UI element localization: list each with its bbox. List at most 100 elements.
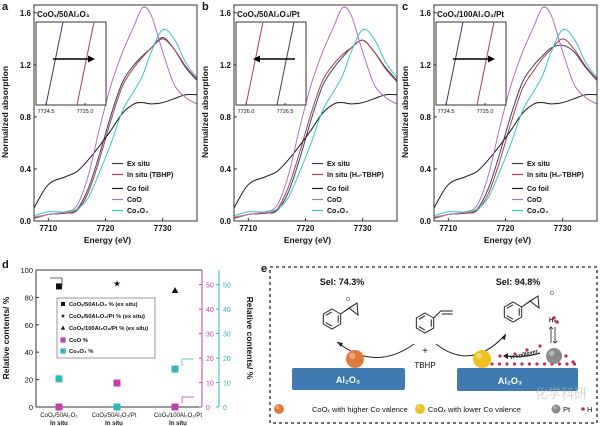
x-axis-label: Energy (eV): [284, 235, 331, 245]
legend-label: Co₃O₄: [327, 208, 348, 215]
inset-frame: [435, 21, 507, 106]
legend-label: Co foil: [327, 186, 349, 193]
hydrogen-atom: [490, 362, 494, 366]
data-point: [55, 403, 63, 411]
double-bond: [325, 322, 333, 327]
legend-label: Co foil: [127, 186, 149, 193]
xanes-chart-c: 7710 7720 7730 0.0 0.4 0.8 1.2 1.6 Energy (eV) No…: [400, 4, 598, 245]
right-tick-label-co3o4: 50: [223, 283, 231, 290]
double-bond: [418, 326, 426, 331]
category-sublabel: In situ: [105, 421, 123, 426]
y-tick-label: 1.6: [420, 9, 432, 18]
series-line: [234, 6, 397, 218]
right-tick-label-co3o4: 0: [223, 405, 227, 412]
x-tick-label: 7720: [497, 224, 515, 233]
hydrogen-atom: [520, 362, 524, 366]
arrowhead: [337, 342, 343, 347]
double-bond: [506, 315, 514, 320]
arrowhead: [253, 55, 260, 63]
h2-atom: [552, 316, 556, 320]
double-bond: [418, 315, 426, 320]
inset-title: CoOₓ/50Al₂O₃: [37, 10, 90, 19]
hydrogen-atom: [571, 360, 575, 364]
data-point: [171, 403, 179, 411]
category-label: CoOₓ/50Al₂O₃: [40, 413, 78, 419]
y-axis-label: Normalized absorption: [400, 66, 410, 158]
left-axis-label: Relative contents/ %: [1, 296, 11, 379]
data-point: [171, 365, 179, 373]
y-tick-label: 80: [25, 293, 33, 302]
relative-contents-chart: 0 20 40 60 80 100 0 0 10 10 20 20 30 30 40 40 50 50 Relati…: [1, 266, 255, 426]
arrowhead: [501, 334, 506, 340]
vinyl-group: [433, 310, 453, 319]
co3o4-axis-indicator-arrow: [181, 358, 194, 366]
inset-line-right: [76, 21, 95, 106]
plot-frame: [233, 4, 398, 222]
series-line: [34, 6, 197, 218]
y-axis-label: Normalized absorption: [0, 66, 10, 158]
category-label: CoOₓ/50Al₂O₃/Pt: [92, 413, 137, 419]
y-tick-label: 0.4: [20, 165, 32, 174]
arrowhead: [88, 55, 95, 63]
scheme-border: [269, 266, 598, 424]
inset-line-right: [476, 21, 495, 106]
legend-pt-icon: [551, 404, 561, 414]
hydrogen-atom: [538, 344, 542, 348]
y-axis-label: Normalized absorption: [200, 66, 210, 158]
hydrogen-atom: [498, 354, 502, 358]
right-tick-label-coo: 10: [206, 381, 214, 388]
y-tick-label: 1.2: [220, 61, 232, 70]
legend-label: Ex situ: [527, 161, 550, 168]
series-group: [234, 6, 397, 219]
right-selectivity: Sel: 94.8%: [496, 277, 541, 287]
series-line: [34, 28, 197, 217]
y-tick-label: 0.8: [220, 113, 232, 122]
legend-pt-icon-highlight: [553, 405, 557, 409]
series-line: [234, 93, 397, 209]
right-tick-label-co3o4: 20: [223, 356, 231, 363]
inset-tick-label: 7725.0: [77, 109, 94, 115]
styrene-ring: [415, 312, 435, 334]
inset-title: CoOₓ/50Al₂O₃/Pt: [237, 10, 300, 19]
inset-tick-label: 7724.5: [438, 109, 455, 115]
x-tick-label: 7710: [239, 224, 257, 233]
support-label-right: Al₂O₃: [498, 376, 522, 386]
legend-label: Co₃O₄: [527, 208, 548, 215]
x-tick-label: 7720: [97, 224, 115, 233]
y-tick-label: 0: [29, 403, 33, 412]
legend-higher-valence: CoOₓ with higher Co valence: [312, 405, 408, 414]
right-axis-label: Relative contents/ %: [245, 297, 255, 380]
category-label: CoOₓ/100Al₂O₃/Pt: [154, 413, 202, 419]
legend-lower-valence: CoOₓ with lower Co valence: [428, 405, 521, 414]
legend-label: Ex situ: [327, 161, 350, 168]
y-tick-label: 40: [25, 348, 33, 357]
x-axis-label: Energy (eV): [484, 235, 531, 245]
arrowhead: [503, 353, 508, 359]
hydrogen-atom: [557, 362, 562, 366]
al2o3-support-right: [457, 368, 578, 391]
inset-tick-label: 7725.0: [477, 109, 494, 115]
inset-title: CoOₓ/100Al₂O₃/Pt: [437, 10, 504, 19]
hydrogen-atom: [497, 362, 502, 366]
right-epoxide-oxygen: O: [550, 291, 554, 297]
legend-marker: [60, 337, 66, 343]
legend-marker: [60, 348, 66, 354]
inset-line-right: [276, 21, 295, 106]
series-line: [34, 93, 197, 209]
right-tick-label-co3o4: 30: [223, 332, 231, 339]
legend-lower-valence-icon-highlight: [416, 405, 421, 409]
legend-label: Ex situ: [127, 161, 150, 168]
series-group: [434, 6, 597, 219]
legend-label: Co₃O₄ %: [69, 349, 93, 355]
panel-label-a: a: [2, 1, 9, 13]
data-point: [113, 379, 121, 387]
legend-box: [56, 297, 156, 359]
data-point: [55, 375, 63, 383]
panel-label-e: e: [261, 263, 267, 275]
spillover-arrow: [504, 352, 541, 358]
pt-particle: [546, 348, 562, 364]
data-point: [171, 286, 179, 293]
legend-label: CoOₓ/100Al₂O₃/Pt % (ex situ): [69, 326, 148, 332]
y-tick-label: 20: [25, 376, 33, 385]
inset-line-left: [445, 21, 464, 106]
